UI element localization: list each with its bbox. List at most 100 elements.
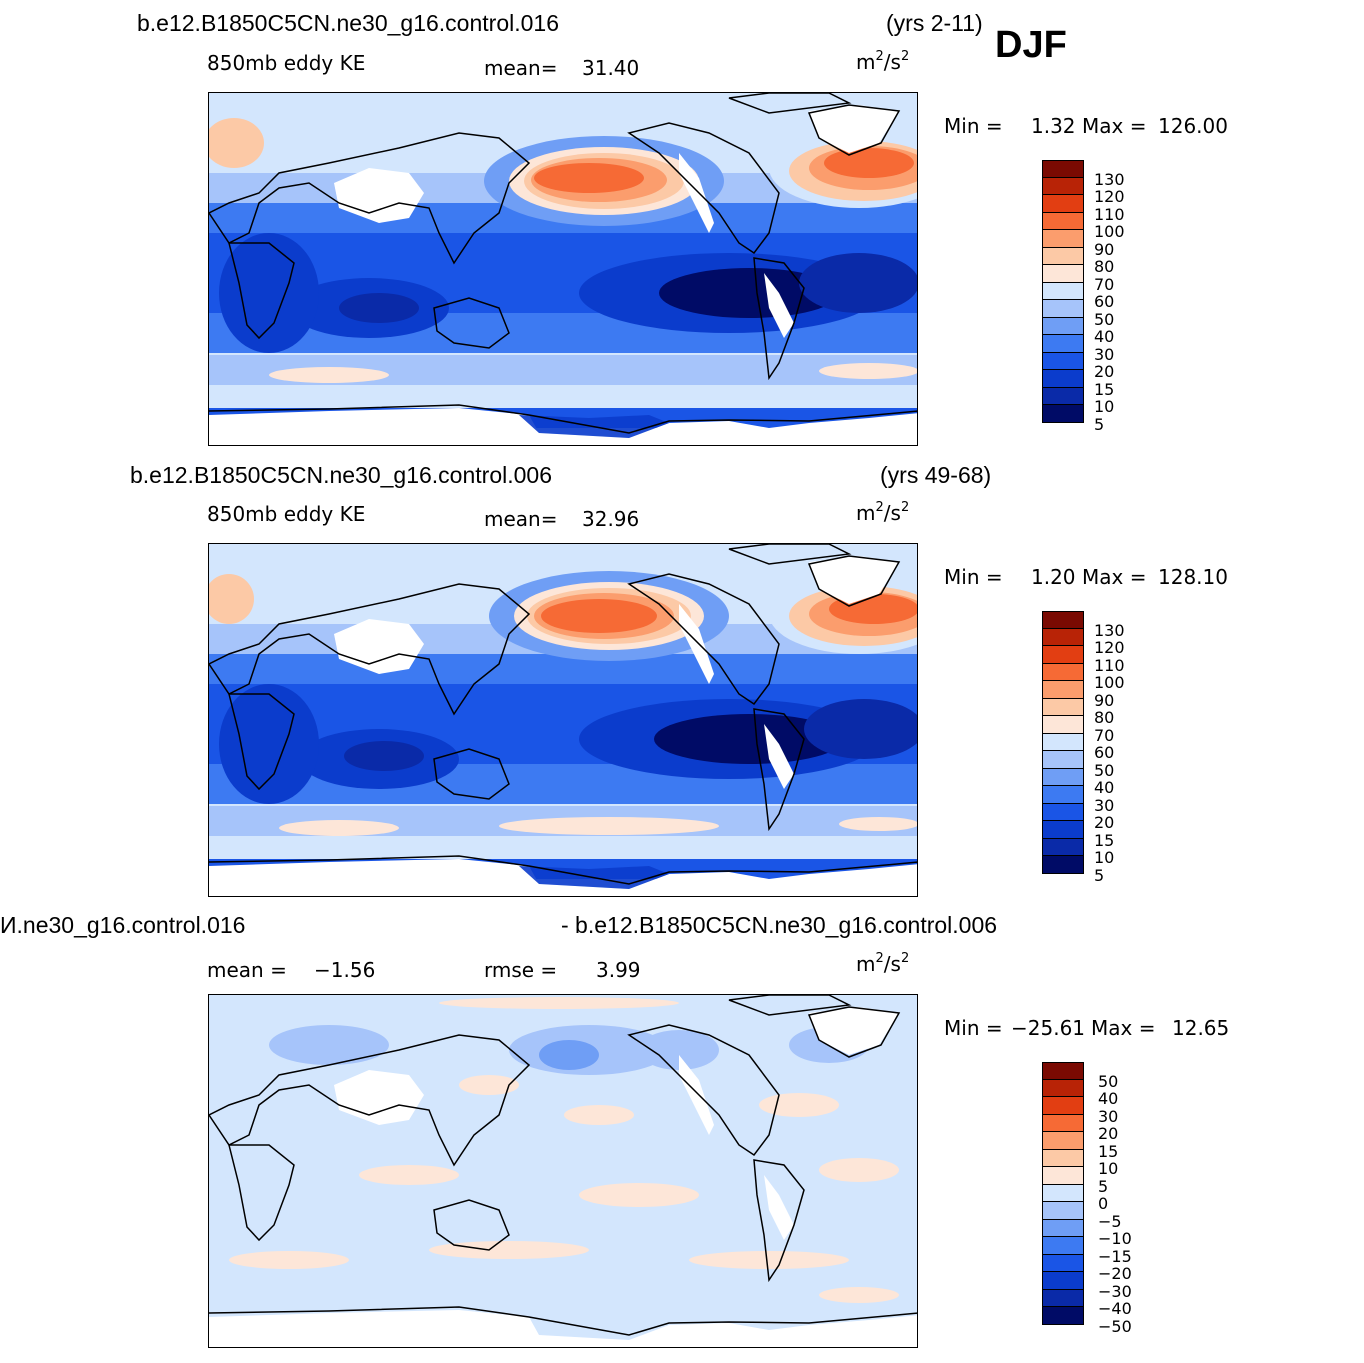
- colorbar-swatch: [1042, 768, 1084, 786]
- colorbar-tick-label: 110: [1094, 204, 1125, 224]
- colorbar-swatch: [1042, 838, 1084, 856]
- colorbar-swatch: [1042, 282, 1084, 300]
- colorbar-swatch: [1042, 300, 1084, 318]
- panel1-mean-value: 31.40: [582, 56, 640, 80]
- colorbar-swatch: [1042, 387, 1084, 405]
- panel1-max-label: Max =: [1082, 114, 1147, 138]
- panel2-case-title: b.e12.B1850C5CN.ne30_g16.control.006: [130, 462, 552, 488]
- colorbar-tick-label: 20: [1098, 1124, 1119, 1143]
- panel3-units: m2/s2: [856, 951, 910, 976]
- panel1-min-value: 1.32: [1031, 114, 1076, 138]
- panel3-mean-label: mean =: [207, 958, 287, 982]
- panel2-max-value: 128.10: [1158, 565, 1228, 589]
- colorbar-tick-label: 80: [1094, 257, 1115, 276]
- colorbar-swatch: [1042, 1097, 1084, 1115]
- colorbar-swatch: [1042, 1079, 1084, 1097]
- colorbar-tick-label: 0: [1098, 1194, 1109, 1213]
- panel2-min-value: 1.20: [1031, 565, 1076, 589]
- panel1-colorbar: [1042, 160, 1084, 423]
- colorbar-tick-label: 15: [1094, 830, 1115, 850]
- colorbar-tick-label: 30: [1098, 1106, 1119, 1126]
- colorbar-tick-label: 70: [1094, 725, 1115, 745]
- colorbar-tick-label: 40: [1094, 327, 1115, 346]
- colorbar-swatch: [1042, 1219, 1084, 1237]
- colorbar-tick-label: 15: [1098, 1141, 1119, 1161]
- colorbar-tick-label: 70: [1094, 274, 1115, 294]
- colorbar-swatch: [1042, 212, 1084, 230]
- colorbar-tick-label: 80: [1094, 708, 1115, 727]
- colorbar-swatch: [1042, 663, 1084, 681]
- panel3-map-svg: [209, 995, 917, 1347]
- colorbar-swatch: [1042, 405, 1084, 423]
- colorbar-tick-label: 40: [1098, 1089, 1119, 1108]
- colorbar-tick-label: 10: [1098, 1159, 1119, 1178]
- colorbar-swatch: [1042, 160, 1084, 178]
- colorbar-tick-label: 50: [1098, 1071, 1119, 1091]
- panel2-map: [208, 543, 918, 897]
- colorbar-tick-label: 5: [1094, 414, 1105, 434]
- panel3-case-right: - b.e12.B1850C5CN.ne30_g16.control.006: [561, 912, 998, 938]
- panel1-case-title: b.e12.B1850C5CN.ne30_g16.control.016: [137, 10, 559, 36]
- colorbar-tick-label: −10: [1098, 1229, 1132, 1248]
- colorbar-tick-label: 90: [1094, 690, 1115, 710]
- colorbar-swatch: [1042, 786, 1084, 804]
- panel1-units: m2/s2: [856, 49, 910, 74]
- colorbar-swatch: [1042, 265, 1084, 283]
- colorbar-swatch: [1042, 681, 1084, 699]
- panel2-colorbar: [1042, 611, 1084, 874]
- colorbar-tick-label: −50: [1098, 1316, 1132, 1336]
- colorbar-swatch: [1042, 370, 1084, 388]
- colorbar-swatch: [1042, 177, 1084, 195]
- colorbar-tick-label: 30: [1094, 344, 1115, 364]
- panel2-units: m2/s2: [856, 500, 910, 525]
- colorbar-tick-label: 50: [1094, 760, 1115, 780]
- colorbar-swatch: [1042, 1289, 1084, 1307]
- colorbar-tick-label: 120: [1094, 187, 1125, 206]
- colorbar-swatch: [1042, 317, 1084, 335]
- colorbar-tick-label: −30: [1098, 1281, 1132, 1301]
- colorbar-swatch: [1042, 1202, 1084, 1220]
- colorbar-tick-label: 15: [1094, 379, 1115, 399]
- colorbar-tick-label: 10: [1094, 397, 1115, 416]
- colorbar-swatch: [1042, 1132, 1084, 1150]
- colorbar-tick-label: 60: [1094, 292, 1115, 311]
- colorbar-swatch: [1042, 1149, 1084, 1167]
- colorbar-swatch: [1042, 1237, 1084, 1255]
- season-label: DJF: [995, 24, 1067, 66]
- colorbar-tick-label: −40: [1098, 1299, 1132, 1318]
- panel3-colorbar: [1042, 1062, 1084, 1325]
- panel1-map: [208, 92, 918, 446]
- colorbar-swatch: [1042, 733, 1084, 751]
- colorbar-tick-label: 50: [1094, 309, 1115, 329]
- panel3-rmse-label: rmse =: [484, 958, 558, 982]
- colorbar-swatch: [1042, 247, 1084, 265]
- colorbar-tick-label: 20: [1094, 813, 1115, 832]
- colorbar-tick-label: 90: [1094, 239, 1115, 259]
- colorbar-swatch: [1042, 628, 1084, 646]
- colorbar-tick-label: 10: [1094, 848, 1115, 867]
- colorbar-tick-label: 60: [1094, 743, 1115, 762]
- colorbar-swatch: [1042, 1114, 1084, 1132]
- colorbar-swatch: [1042, 1272, 1084, 1290]
- panel3-rmse-value: 3.99: [596, 958, 641, 982]
- panel2-map-svg: [209, 544, 917, 896]
- colorbar-swatch: [1042, 803, 1084, 821]
- panel1-max-value: 126.00: [1158, 114, 1228, 138]
- panel3-mean-value: −1.56: [314, 958, 376, 982]
- colorbar-swatch: [1042, 1254, 1084, 1272]
- panel3-min-value: −25.61: [1011, 1016, 1086, 1040]
- panel2-mean-label: mean=: [484, 507, 558, 531]
- panel1-min-label: Min =: [944, 114, 1003, 138]
- panel3-min-label: Min =: [944, 1016, 1003, 1040]
- colorbar-tick-label: 40: [1094, 778, 1115, 797]
- colorbar-swatch: [1042, 611, 1084, 629]
- colorbar-swatch: [1042, 751, 1084, 769]
- colorbar-swatch: [1042, 1307, 1084, 1325]
- colorbar-tick-label: 100: [1094, 673, 1125, 692]
- colorbar-swatch: [1042, 698, 1084, 716]
- colorbar-tick-label: 120: [1094, 638, 1125, 657]
- colorbar-tick-label: 5: [1094, 865, 1105, 885]
- panel2-years: (yrs 49-68): [880, 462, 992, 488]
- panel2-max-label: Max =: [1082, 565, 1147, 589]
- panel3-map: [208, 994, 918, 1348]
